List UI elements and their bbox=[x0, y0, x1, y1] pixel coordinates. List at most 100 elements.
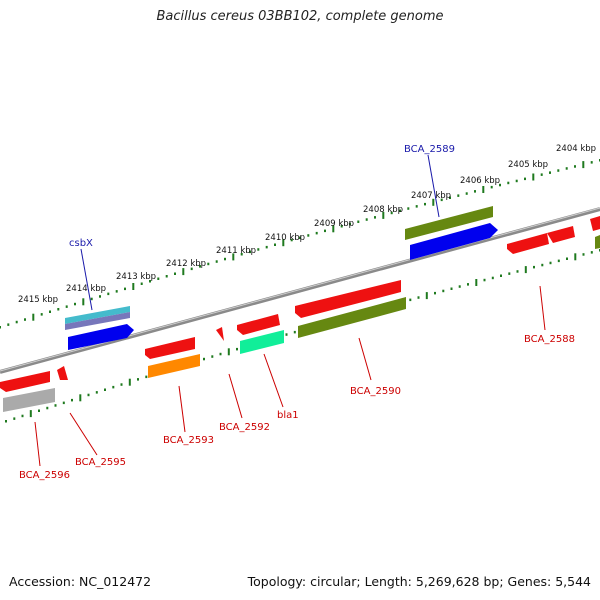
map-title: Bacillus cereus 03BB102, complete genome bbox=[156, 9, 444, 24]
scale-dot bbox=[557, 169, 560, 172]
gene-label-bca2590: BCA_2590 bbox=[350, 386, 401, 397]
genome-summary-text: Topology: circular; Length: 5,269,628 bp… bbox=[247, 574, 591, 589]
scale-dot bbox=[549, 261, 552, 265]
scale-major-tick bbox=[232, 253, 235, 261]
feature-blue-csbx[interactable] bbox=[68, 324, 134, 350]
scale-dot bbox=[24, 318, 26, 321]
scale-dot bbox=[71, 398, 73, 402]
gene-label-bca2588: BCA_2588 bbox=[524, 334, 575, 345]
scale-dot bbox=[145, 375, 148, 379]
scale-major-tick bbox=[282, 239, 285, 247]
feature-red-upper-1[interactable] bbox=[0, 371, 50, 392]
scale-dot bbox=[236, 347, 238, 351]
scale-dot bbox=[257, 248, 260, 251]
scale-dot bbox=[565, 167, 568, 170]
gene-label-bca2593: BCA_2593 bbox=[163, 435, 214, 446]
leader-bca2590 bbox=[358, 337, 372, 381]
scale-dot bbox=[407, 207, 410, 210]
scale-major-tick bbox=[32, 313, 35, 321]
scale-dot bbox=[540, 173, 543, 176]
gene-label-bca2596: BCA_2596 bbox=[19, 470, 70, 481]
feature-red-upper-6[interactable] bbox=[295, 280, 401, 318]
scale-dot bbox=[357, 220, 360, 223]
feature-multi-csbx[interactable] bbox=[65, 306, 130, 324]
scale-dot bbox=[285, 333, 288, 336]
scale-dot bbox=[491, 276, 494, 280]
feature-multi-csbx[interactable] bbox=[65, 312, 130, 330]
leader-bla1 bbox=[263, 353, 284, 408]
scale-major-tick bbox=[29, 410, 32, 418]
scale-dot bbox=[349, 222, 351, 226]
scale-label: 2413 kbp bbox=[116, 272, 156, 282]
scale-major-tick bbox=[132, 283, 135, 290]
scale-major-tick bbox=[532, 173, 535, 181]
scale-dot bbox=[465, 192, 468, 195]
scale-dot bbox=[474, 190, 476, 193]
scale-label: 2404 kbp bbox=[556, 144, 596, 154]
scale-dot bbox=[203, 357, 205, 361]
scale-major-tick bbox=[82, 298, 85, 306]
feature-red-upper-3[interactable] bbox=[145, 337, 195, 359]
scale-dot bbox=[104, 388, 106, 391]
scale-major-tick bbox=[79, 394, 82, 402]
scale-major-tick bbox=[482, 186, 485, 193]
scale-dot bbox=[457, 194, 460, 197]
scale-dot bbox=[324, 229, 326, 233]
genome-backbone bbox=[0, 207, 600, 374]
scale-dot bbox=[120, 383, 123, 386]
scale-dot bbox=[165, 275, 168, 278]
feature-grey[interactable] bbox=[3, 388, 55, 412]
scale-dot bbox=[140, 282, 143, 285]
scale-dot bbox=[424, 202, 426, 206]
scale-label: 2406 kbp bbox=[460, 176, 500, 186]
scale-dot bbox=[124, 287, 126, 291]
scale-major-tick bbox=[227, 348, 230, 356]
feature-red-upper-9[interactable] bbox=[590, 216, 600, 231]
feature-green-bla1[interactable] bbox=[240, 330, 284, 354]
leader-bca2593 bbox=[178, 385, 186, 433]
feature-blue-upper[interactable] bbox=[410, 223, 498, 260]
scale-major-tick bbox=[182, 268, 185, 276]
scale-dot bbox=[515, 179, 518, 183]
feature-red-upper-5[interactable] bbox=[237, 314, 280, 335]
scale-dot bbox=[99, 295, 101, 298]
scale-dot bbox=[533, 265, 535, 269]
scale-major-tick bbox=[475, 279, 478, 286]
scale-major-tick bbox=[425, 292, 428, 300]
feature-red-upper-8[interactable] bbox=[547, 226, 575, 243]
scale-dot bbox=[7, 323, 10, 326]
leader-bca2589 bbox=[427, 154, 440, 218]
genome-backbone-highlight bbox=[0, 207, 600, 372]
feature-olive-upper[interactable] bbox=[405, 206, 493, 240]
scale-dot bbox=[524, 177, 526, 181]
scale-label: 2409 kbp bbox=[314, 219, 354, 229]
scale-dot bbox=[107, 292, 110, 296]
feature-red-upper-7[interactable] bbox=[507, 233, 549, 254]
feature-red-upper-2[interactable] bbox=[57, 366, 68, 380]
scale-dot bbox=[293, 330, 296, 334]
scale-dot bbox=[449, 196, 451, 199]
scale-dot bbox=[399, 209, 401, 212]
leader-bca2592 bbox=[228, 373, 243, 419]
scale-dot bbox=[442, 289, 445, 293]
scale-dot bbox=[5, 420, 7, 423]
accession-text: Accession: NC_012472 bbox=[9, 574, 152, 589]
scale-dot bbox=[508, 272, 511, 275]
leader-bca2595 bbox=[69, 412, 98, 456]
leader-bca2596 bbox=[34, 421, 41, 467]
scale-dot bbox=[199, 265, 201, 268]
scale-dot bbox=[299, 236, 301, 239]
scale-dot bbox=[507, 181, 510, 185]
scale-dot bbox=[65, 305, 68, 308]
scale-dot bbox=[0, 326, 1, 329]
feature-red-upper-4[interactable] bbox=[216, 327, 224, 341]
feature-red-upper-10[interactable] bbox=[595, 235, 600, 249]
scale-label: 2412 kbp bbox=[166, 259, 206, 269]
scale-label: 2405 kbp bbox=[508, 160, 548, 170]
feature-orange[interactable] bbox=[148, 354, 200, 378]
scale-dot bbox=[15, 320, 18, 324]
scale-dot bbox=[541, 263, 544, 267]
scale-dot bbox=[38, 409, 40, 412]
feature-olive-long[interactable] bbox=[298, 297, 406, 338]
scale-dot bbox=[490, 185, 493, 189]
